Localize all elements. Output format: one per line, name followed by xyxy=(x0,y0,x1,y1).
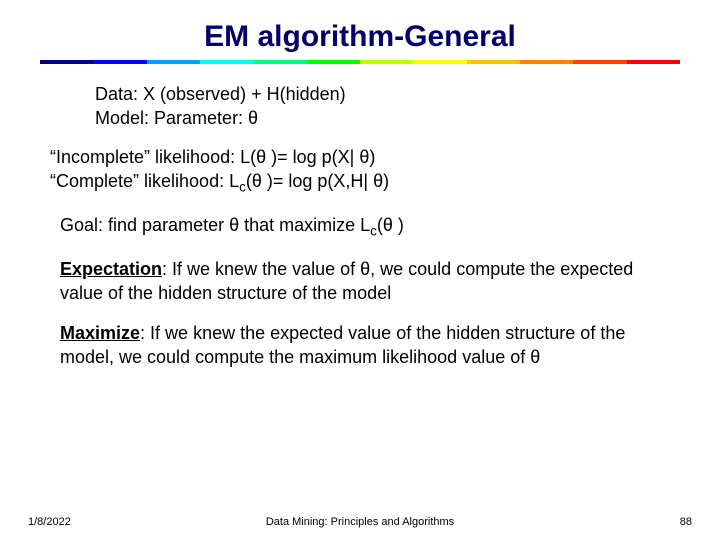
slide-title: EM algorithm-General xyxy=(40,20,680,54)
rainbow-seg xyxy=(93,60,146,64)
rainbow-divider xyxy=(40,60,680,64)
rainbow-seg xyxy=(467,60,520,64)
rainbow-seg xyxy=(147,60,200,64)
rainbow-seg xyxy=(573,60,626,64)
footer-date: 1/8/2022 xyxy=(28,516,71,528)
complete-a: “Complete” likelihood: L xyxy=(50,171,239,191)
slide-container: EM algorithm-General Data: X (observed) … xyxy=(0,0,720,540)
rainbow-seg xyxy=(200,60,253,64)
goal-block: Goal: find parameter θ that maximize Lc(… xyxy=(60,213,680,241)
rainbow-seg xyxy=(413,60,466,64)
expectation-label: Expectation xyxy=(60,259,162,279)
complete-likelihood: “Complete” likelihood: Lc(θ )= log p(X,H… xyxy=(50,169,680,197)
rainbow-seg xyxy=(40,60,93,64)
rainbow-seg xyxy=(307,60,360,64)
likelihood-block: “Incomplete” likelihood: L(θ )= log p(X|… xyxy=(50,145,680,197)
footer-page: 88 xyxy=(680,516,692,528)
incomplete-likelihood: “Incomplete” likelihood: L(θ )= log p(X|… xyxy=(50,145,680,169)
expectation-block: Expectation: If we knew the value of θ, … xyxy=(60,257,680,306)
rainbow-seg xyxy=(360,60,413,64)
goal-a: Goal: find parameter θ that maximize L xyxy=(60,215,370,235)
complete-b: (θ )= log p(X,H| θ) xyxy=(246,171,389,191)
maximize-block: Maximize: If we knew the expected value … xyxy=(60,321,680,370)
goal-sub: c xyxy=(370,223,377,238)
complete-sub: c xyxy=(239,179,246,194)
rainbow-seg xyxy=(520,60,573,64)
data-line: Data: X (observed) + H(hidden) xyxy=(95,82,680,106)
maximize-text: : If we knew the expected value of the h… xyxy=(60,323,625,367)
maximize-label: Maximize xyxy=(60,323,140,343)
model-line: Model: Parameter: θ xyxy=(95,106,680,130)
footer-center: Data Mining: Principles and Algorithms xyxy=(266,516,454,528)
content-area: Data: X (observed) + H(hidden) Model: Pa… xyxy=(40,82,680,370)
rainbow-seg xyxy=(253,60,306,64)
goal-b: (θ ) xyxy=(377,215,404,235)
rainbow-seg xyxy=(627,60,680,64)
footer: 1/8/2022 Data Mining: Principles and Alg… xyxy=(0,516,720,528)
data-model-block: Data: X (observed) + H(hidden) Model: Pa… xyxy=(95,82,680,131)
